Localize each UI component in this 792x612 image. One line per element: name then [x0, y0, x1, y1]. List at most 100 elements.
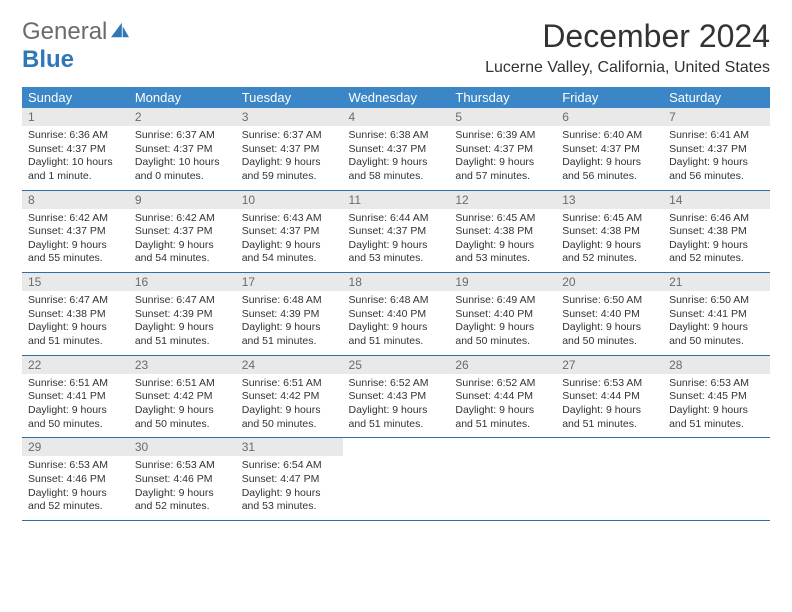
- day-info-line: Sunrise: 6:53 AM: [669, 377, 764, 391]
- weekday-header-row: SundayMondayTuesdayWednesdayThursdayFrid…: [22, 87, 770, 108]
- day-number-cell: 15: [22, 273, 129, 292]
- day-info-line: Sunrise: 6:40 AM: [562, 129, 657, 143]
- day-info-line: and 52 minutes.: [135, 500, 230, 514]
- day-info-line: Sunrise: 6:47 AM: [28, 294, 123, 308]
- title-block: December 2024 Lucerne Valley, California…: [485, 18, 770, 77]
- day-info-line: Sunset: 4:37 PM: [28, 143, 123, 157]
- day-info-line: and 59 minutes.: [242, 170, 337, 184]
- day-info-line: Sunset: 4:39 PM: [135, 308, 230, 322]
- day-content-cell: [556, 456, 663, 520]
- day-info-line: Sunset: 4:45 PM: [669, 390, 764, 404]
- day-number-cell: 27: [556, 355, 663, 374]
- day-number-cell: 22: [22, 355, 129, 374]
- day-info-line: Sunrise: 6:50 AM: [669, 294, 764, 308]
- day-info-line: and 0 minutes.: [135, 170, 230, 184]
- day-content-cell: Sunrise: 6:36 AMSunset: 4:37 PMDaylight:…: [22, 126, 129, 190]
- day-info-line: Sunrise: 6:39 AM: [455, 129, 550, 143]
- day-info-line: and 54 minutes.: [242, 252, 337, 266]
- day-content-cell: Sunrise: 6:53 AMSunset: 4:45 PMDaylight:…: [663, 374, 770, 438]
- day-info-line: and 54 minutes.: [135, 252, 230, 266]
- day-info-line: and 52 minutes.: [669, 252, 764, 266]
- location-text: Lucerne Valley, California, United State…: [485, 59, 770, 77]
- day-info-line: and 51 minutes.: [242, 335, 337, 349]
- day-number-cell: 13: [556, 190, 663, 209]
- day-info-line: Sunset: 4:47 PM: [242, 473, 337, 487]
- day-number-cell: 19: [449, 273, 556, 292]
- day-info-line: Daylight: 9 hours: [455, 239, 550, 253]
- day-info-line: Sunrise: 6:37 AM: [242, 129, 337, 143]
- day-info-line: and 52 minutes.: [562, 252, 657, 266]
- day-info-line: Sunset: 4:43 PM: [349, 390, 444, 404]
- day-info-line: Sunset: 4:37 PM: [455, 143, 550, 157]
- day-number-cell: 25: [343, 355, 450, 374]
- day-number-row: 1234567: [22, 108, 770, 126]
- day-info-line: and 50 minutes.: [242, 418, 337, 432]
- day-number-cell: 1: [22, 108, 129, 126]
- day-number-cell: 18: [343, 273, 450, 292]
- day-content-cell: Sunrise: 6:45 AMSunset: 4:38 PMDaylight:…: [556, 209, 663, 273]
- day-info-line: Daylight: 9 hours: [242, 156, 337, 170]
- day-number-cell: 31: [236, 438, 343, 457]
- day-number-cell: 17: [236, 273, 343, 292]
- day-number-cell: 23: [129, 355, 236, 374]
- day-number-row: 293031: [22, 438, 770, 457]
- day-info-line: and 55 minutes.: [28, 252, 123, 266]
- day-number-cell: 2: [129, 108, 236, 126]
- day-info-line: and 51 minutes.: [28, 335, 123, 349]
- day-number-cell: 9: [129, 190, 236, 209]
- day-info-line: Daylight: 9 hours: [455, 321, 550, 335]
- day-info-line: Sunrise: 6:51 AM: [242, 377, 337, 391]
- day-content-row: Sunrise: 6:47 AMSunset: 4:38 PMDaylight:…: [22, 291, 770, 355]
- day-info-line: Daylight: 9 hours: [242, 487, 337, 501]
- day-info-line: Sunset: 4:44 PM: [562, 390, 657, 404]
- day-info-line: Daylight: 9 hours: [28, 487, 123, 501]
- day-info-line: Daylight: 9 hours: [242, 404, 337, 418]
- day-number-cell: 28: [663, 355, 770, 374]
- day-content-cell: Sunrise: 6:49 AMSunset: 4:40 PMDaylight:…: [449, 291, 556, 355]
- day-info-line: Sunrise: 6:41 AM: [669, 129, 764, 143]
- weekday-header: Friday: [556, 87, 663, 108]
- day-content-row: Sunrise: 6:42 AMSunset: 4:37 PMDaylight:…: [22, 209, 770, 273]
- weekday-header: Sunday: [22, 87, 129, 108]
- day-number-cell: 4: [343, 108, 450, 126]
- day-info-line: Daylight: 9 hours: [455, 404, 550, 418]
- day-number-cell: 7: [663, 108, 770, 126]
- day-info-line: and 50 minutes.: [135, 418, 230, 432]
- day-info-line: Sunset: 4:41 PM: [669, 308, 764, 322]
- day-info-line: and 56 minutes.: [562, 170, 657, 184]
- day-info-line: Sunset: 4:39 PM: [242, 308, 337, 322]
- day-content-cell: [663, 456, 770, 520]
- day-info-line: and 53 minutes.: [455, 252, 550, 266]
- day-info-line: Sunset: 4:37 PM: [349, 143, 444, 157]
- day-info-line: Daylight: 9 hours: [562, 321, 657, 335]
- day-info-line: Sunset: 4:37 PM: [28, 225, 123, 239]
- day-number-cell: [449, 438, 556, 457]
- day-info-line: Sunset: 4:46 PM: [28, 473, 123, 487]
- day-info-line: Sunrise: 6:43 AM: [242, 212, 337, 226]
- day-info-line: Daylight: 10 hours: [135, 156, 230, 170]
- day-info-line: Sunrise: 6:52 AM: [455, 377, 550, 391]
- day-info-line: Sunset: 4:46 PM: [135, 473, 230, 487]
- day-content-cell: Sunrise: 6:52 AMSunset: 4:43 PMDaylight:…: [343, 374, 450, 438]
- day-number-cell: [556, 438, 663, 457]
- day-info-line: Daylight: 9 hours: [669, 321, 764, 335]
- day-info-line: Daylight: 9 hours: [562, 239, 657, 253]
- day-number-cell: 14: [663, 190, 770, 209]
- day-info-line: Daylight: 10 hours: [28, 156, 123, 170]
- day-info-line: Daylight: 9 hours: [349, 156, 444, 170]
- day-info-line: Sunset: 4:37 PM: [135, 225, 230, 239]
- logo-blue-text: Blue: [22, 46, 74, 73]
- weekday-header: Wednesday: [343, 87, 450, 108]
- day-info-line: Daylight: 9 hours: [455, 156, 550, 170]
- weekday-header: Thursday: [449, 87, 556, 108]
- day-info-line: Sunrise: 6:42 AM: [28, 212, 123, 226]
- day-info-line: and 1 minute.: [28, 170, 123, 184]
- day-content-cell: Sunrise: 6:47 AMSunset: 4:39 PMDaylight:…: [129, 291, 236, 355]
- day-info-line: Daylight: 9 hours: [135, 321, 230, 335]
- day-content-cell: Sunrise: 6:53 AMSunset: 4:44 PMDaylight:…: [556, 374, 663, 438]
- day-info-line: Sunrise: 6:52 AM: [349, 377, 444, 391]
- day-info-line: Sunset: 4:44 PM: [455, 390, 550, 404]
- day-info-line: and 51 minutes.: [455, 418, 550, 432]
- day-info-line: Sunrise: 6:49 AM: [455, 294, 550, 308]
- day-number-cell: 29: [22, 438, 129, 457]
